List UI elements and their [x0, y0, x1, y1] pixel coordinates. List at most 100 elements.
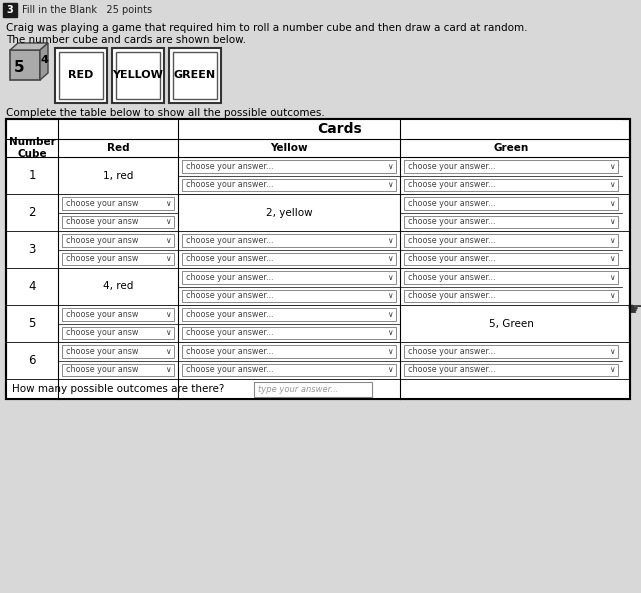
Bar: [6, 139, 58, 157]
Text: type your answer...: type your answer...: [258, 384, 338, 394]
Bar: [182, 253, 396, 265]
Text: ∨: ∨: [610, 236, 615, 245]
Bar: [404, 271, 618, 283]
Text: ∨: ∨: [610, 347, 615, 356]
Text: Green: Green: [494, 143, 529, 153]
Text: Red: Red: [106, 143, 129, 153]
Bar: [3, 3, 17, 17]
Text: ∨: ∨: [165, 310, 171, 319]
Text: choose your answer...: choose your answer...: [408, 291, 495, 300]
Text: ∨: ∨: [387, 365, 393, 374]
Bar: [182, 178, 396, 191]
Text: 5: 5: [13, 59, 24, 75]
Bar: [404, 215, 618, 228]
Bar: [59, 52, 103, 99]
Bar: [178, 139, 400, 157]
Text: choose your answ: choose your answ: [66, 236, 138, 245]
Bar: [404, 364, 618, 376]
Text: 1, red: 1, red: [103, 171, 133, 180]
Text: choose your answer...: choose your answer...: [408, 273, 495, 282]
Text: ∨: ∨: [387, 347, 393, 356]
Bar: [58, 119, 622, 139]
Text: 4: 4: [40, 55, 48, 65]
Bar: [182, 234, 396, 247]
Text: ∨: ∨: [165, 329, 171, 337]
Bar: [112, 48, 164, 103]
Text: ∨: ∨: [165, 236, 171, 245]
Text: Fill in the Blank   25 points: Fill in the Blank 25 points: [22, 5, 152, 15]
Bar: [182, 308, 396, 320]
Text: choose your answer...: choose your answer...: [408, 180, 495, 189]
Text: ∨: ∨: [387, 162, 393, 171]
Text: choose your answer...: choose your answer...: [408, 162, 495, 171]
Text: choose your answ: choose your answ: [66, 199, 138, 208]
Text: ∨: ∨: [610, 217, 615, 227]
Text: choose your answ: choose your answ: [66, 217, 138, 227]
Text: 5, Green: 5, Green: [488, 318, 533, 329]
Text: ∨: ∨: [610, 365, 615, 374]
Bar: [182, 289, 396, 302]
Text: 1: 1: [28, 169, 36, 182]
Bar: [254, 381, 372, 397]
Bar: [62, 327, 174, 339]
Text: 2, yellow: 2, yellow: [265, 208, 312, 218]
Text: RED: RED: [69, 71, 94, 81]
Text: choose your answer...: choose your answer...: [408, 365, 495, 374]
Text: choose your answer...: choose your answer...: [186, 310, 274, 319]
Text: choose your answer...: choose your answer...: [186, 291, 274, 300]
Text: ∨: ∨: [387, 273, 393, 282]
Text: choose your answer...: choose your answer...: [408, 347, 495, 356]
Text: ∨: ∨: [610, 162, 615, 171]
Bar: [404, 160, 618, 173]
Text: 4: 4: [28, 280, 36, 293]
Bar: [404, 197, 618, 209]
Bar: [62, 215, 174, 228]
Text: ∨: ∨: [387, 236, 393, 245]
Text: ∨: ∨: [610, 180, 615, 189]
Text: GREEN: GREEN: [174, 71, 216, 81]
Bar: [55, 48, 107, 103]
Bar: [6, 119, 630, 399]
Text: choose your answer...: choose your answer...: [408, 236, 495, 245]
Bar: [404, 345, 618, 358]
Bar: [404, 178, 618, 191]
Text: 2: 2: [28, 206, 36, 219]
Text: ∨: ∨: [610, 291, 615, 300]
Bar: [62, 234, 174, 247]
Text: choose your answer...: choose your answer...: [186, 254, 274, 263]
Bar: [182, 160, 396, 173]
Text: ∨: ∨: [165, 254, 171, 263]
Bar: [182, 364, 396, 376]
Bar: [182, 271, 396, 283]
Text: choose your answer...: choose your answer...: [408, 199, 495, 208]
Bar: [404, 253, 618, 265]
Text: Number
Cube: Number Cube: [8, 137, 55, 159]
Text: choose your answer...: choose your answer...: [186, 365, 274, 374]
Text: 3: 3: [28, 243, 36, 256]
Text: choose your answer...: choose your answer...: [408, 254, 495, 263]
Text: choose your answer...: choose your answer...: [186, 273, 274, 282]
Text: 6: 6: [28, 354, 36, 367]
Text: ∨: ∨: [610, 273, 615, 282]
Polygon shape: [40, 43, 48, 80]
Text: ∨: ∨: [165, 347, 171, 356]
Bar: [182, 345, 396, 358]
Text: ∨: ∨: [165, 199, 171, 208]
Bar: [58, 139, 178, 157]
Bar: [173, 52, 217, 99]
Bar: [62, 197, 174, 209]
Text: Cards: Cards: [318, 122, 362, 136]
Text: choose your answ: choose your answ: [66, 310, 138, 319]
Bar: [182, 327, 396, 339]
Text: choose your answer...: choose your answer...: [186, 329, 274, 337]
Text: YELLOW: YELLOW: [113, 71, 163, 81]
Text: ∨: ∨: [610, 254, 615, 263]
Text: ∨: ∨: [610, 199, 615, 208]
Text: choose your answ: choose your answ: [66, 329, 138, 337]
Text: choose your answ: choose your answ: [66, 365, 138, 374]
Bar: [169, 48, 221, 103]
Text: choose your answ: choose your answ: [66, 254, 138, 263]
Text: ∨: ∨: [387, 291, 393, 300]
Text: 4, red: 4, red: [103, 282, 133, 292]
Polygon shape: [10, 43, 48, 50]
